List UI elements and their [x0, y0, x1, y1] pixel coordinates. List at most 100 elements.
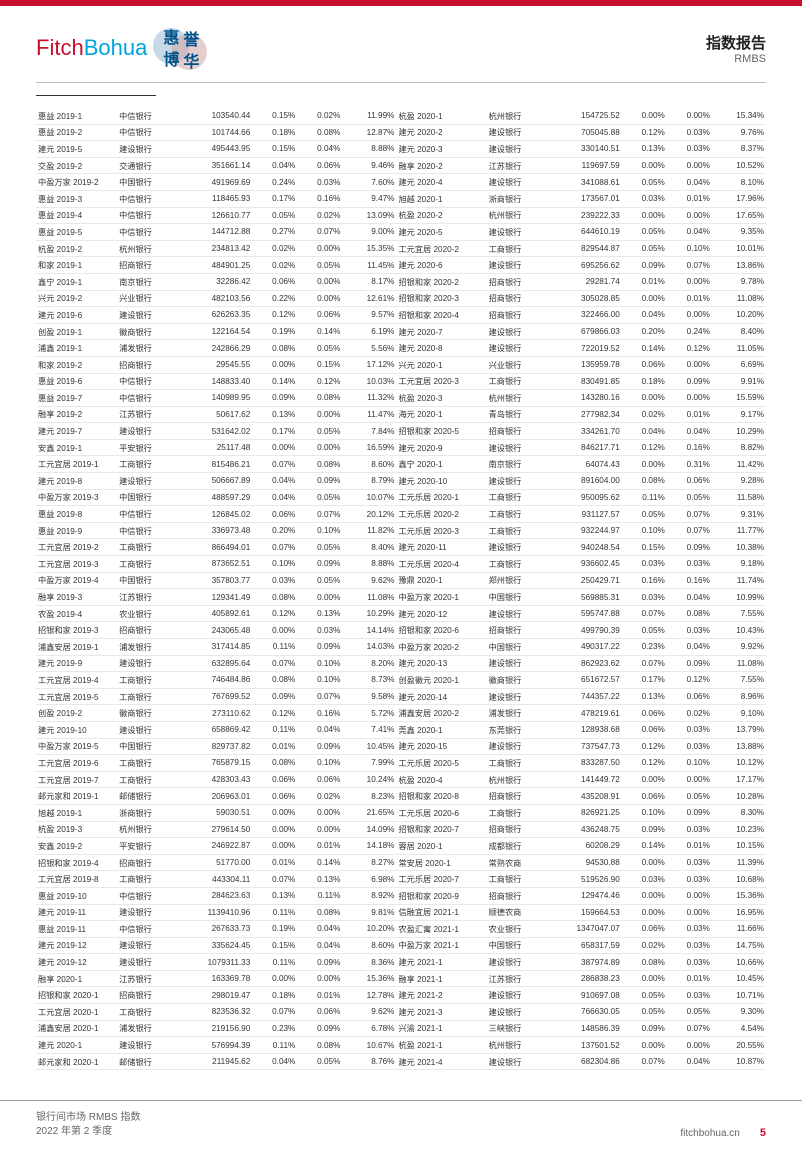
table-cell: 330140.51 [550, 141, 622, 158]
table-cell: 482103.56 [180, 290, 252, 307]
table-cell: 8.27% [342, 854, 396, 871]
table-cell: 0.07% [667, 522, 712, 539]
table-cell: 浦发银行 [117, 1020, 180, 1037]
table-cell: 0.06% [297, 771, 342, 788]
table-cell: 279614.50 [180, 821, 252, 838]
table-cell: 建设银行 [117, 721, 180, 738]
table-cell: 829737.82 [180, 738, 252, 755]
table-cell: 211945.62 [180, 1053, 252, 1070]
table-cell: 0.11% [252, 721, 297, 738]
table-cell: 兴渝 2021-1 [396, 1020, 486, 1037]
table-cell: 519526.90 [550, 871, 622, 888]
table-cell: 成都银行 [487, 838, 550, 855]
table-cell: 交盈 2019-2 [36, 157, 117, 174]
table-cell: 10.20% [342, 921, 396, 938]
table-cell: 0.00% [622, 887, 667, 904]
table-row: 惠益 2019-1中信银行103540.440.15%0.02%11.99%杭盈… [36, 108, 766, 124]
table-cell: 建元 2019-7 [36, 423, 117, 440]
table-cell: 0.11% [252, 1037, 297, 1054]
table-cell: 12.61% [342, 290, 396, 307]
table-row: 招银和家 2019-4招商银行51770.000.01%0.14%8.27%常安… [36, 854, 766, 871]
table-cell: 0.00% [667, 356, 712, 373]
table-cell: 626263.35 [180, 307, 252, 324]
table-cell: 建元 2019-8 [36, 473, 117, 490]
table-cell: 中国银行 [117, 572, 180, 589]
table-cell: 工元宜居 2020-1 [36, 1004, 117, 1021]
table-cell: 0.00% [667, 108, 712, 124]
table-cell: 杭盈 2021-1 [396, 1037, 486, 1054]
table-cell: 0.07% [252, 456, 297, 473]
table-cell: 0.00% [622, 207, 667, 224]
table-cell: 6.98% [342, 871, 396, 888]
table-cell: 0.01% [667, 970, 712, 987]
table-cell: 建元 2019-12 [36, 937, 117, 954]
table-cell: 工商银行 [487, 240, 550, 257]
table-cell: 0.03% [622, 556, 667, 573]
table-cell: 建设银行 [487, 605, 550, 622]
table-cell: 0.15% [297, 356, 342, 373]
table-cell: 0.03% [297, 174, 342, 191]
table-cell: 江苏银行 [117, 406, 180, 423]
table-cell: 0.00% [622, 904, 667, 921]
table-cell: 0.08% [667, 605, 712, 622]
table-cell: 11.99% [342, 108, 396, 124]
table-cell: 242866.29 [180, 340, 252, 357]
table-row: 建元 2019-8建设银行506667.890.04%0.09%8.79%建元 … [36, 473, 766, 490]
table-row: 建元 2019-11建设银行1139410.960.11%0.08%9.81%信… [36, 904, 766, 921]
table-cell: 中盈万家 2019-3 [36, 489, 117, 506]
table-cell: 0.08% [252, 755, 297, 772]
table-cell: 8.76% [342, 1053, 396, 1070]
table-cell: 招银和家 2020-3 [396, 290, 486, 307]
table-cell: 0.05% [297, 539, 342, 556]
table-cell: 765879.15 [180, 755, 252, 772]
table-cell: 10.71% [712, 987, 766, 1004]
table-cell: 0.07% [252, 1004, 297, 1021]
table-cell: 0.08% [297, 456, 342, 473]
table-cell: 387974.89 [550, 954, 622, 971]
table-cell: 建元 2021-3 [396, 1004, 486, 1021]
table-cell: 334261.70 [550, 423, 622, 440]
table-cell: 0.02% [622, 406, 667, 423]
table-cell: 0.17% [252, 190, 297, 207]
table-row: 交盈 2019-2交通银行351661.140.04%0.06%9.46%融享 … [36, 157, 766, 174]
table-cell: 0.06% [667, 688, 712, 705]
table-cell: 9.10% [712, 705, 766, 722]
table-cell: 0.01% [667, 406, 712, 423]
table-cell: 招银和家 2020-2 [396, 273, 486, 290]
table-row: 工元宜居 2019-2工商银行866494.010.07%0.05%8.40%建… [36, 539, 766, 556]
table-cell: 0.05% [252, 207, 297, 224]
table-cell: 10.15% [712, 838, 766, 855]
table-cell: 484901.25 [180, 257, 252, 274]
table-cell: 0.02% [297, 108, 342, 124]
table-cell: 0.05% [622, 224, 667, 241]
table-cell: 鑫宁 2020-1 [396, 456, 486, 473]
table-cell: 16.59% [342, 439, 396, 456]
table-cell: 0.04% [252, 489, 297, 506]
table-cell: 9.28% [712, 473, 766, 490]
table-cell: 0.07% [667, 1020, 712, 1037]
table-cell: 10.07% [342, 489, 396, 506]
table-row: 浦鑫安居 2019-1浦发银行317414.850.11%0.09%14.03%… [36, 639, 766, 656]
table-cell: 118465.93 [180, 190, 252, 207]
table-cell: 1347047.07 [550, 921, 622, 938]
table-cell: 11.82% [342, 522, 396, 539]
table-cell: 11.05% [712, 340, 766, 357]
table-cell: 0.04% [622, 307, 667, 324]
table-cell: 0.04% [297, 141, 342, 158]
table-cell: 中国银行 [487, 639, 550, 656]
table-cell: 0.00% [252, 356, 297, 373]
table-cell: 7.99% [342, 755, 396, 772]
table-cell: 0.01% [667, 838, 712, 855]
table-cell: 286838.23 [550, 970, 622, 987]
table-cell: 129474.46 [550, 887, 622, 904]
table-cell: 建元 2020-10 [396, 473, 486, 490]
table-cell: 0.05% [622, 1004, 667, 1021]
table-cell: 11.32% [342, 390, 396, 407]
table-cell: 428303.43 [180, 771, 252, 788]
table-cell: 15.36% [712, 887, 766, 904]
table-cell: 中盈万家 2021-1 [396, 937, 486, 954]
table-cell: 0.11% [297, 887, 342, 904]
table-cell: 0.03% [667, 124, 712, 141]
rmbs-data-table: 惠益 2019-1中信银行103540.440.15%0.02%11.99%杭盈… [36, 108, 766, 1070]
table-cell: 0.06% [252, 506, 297, 523]
